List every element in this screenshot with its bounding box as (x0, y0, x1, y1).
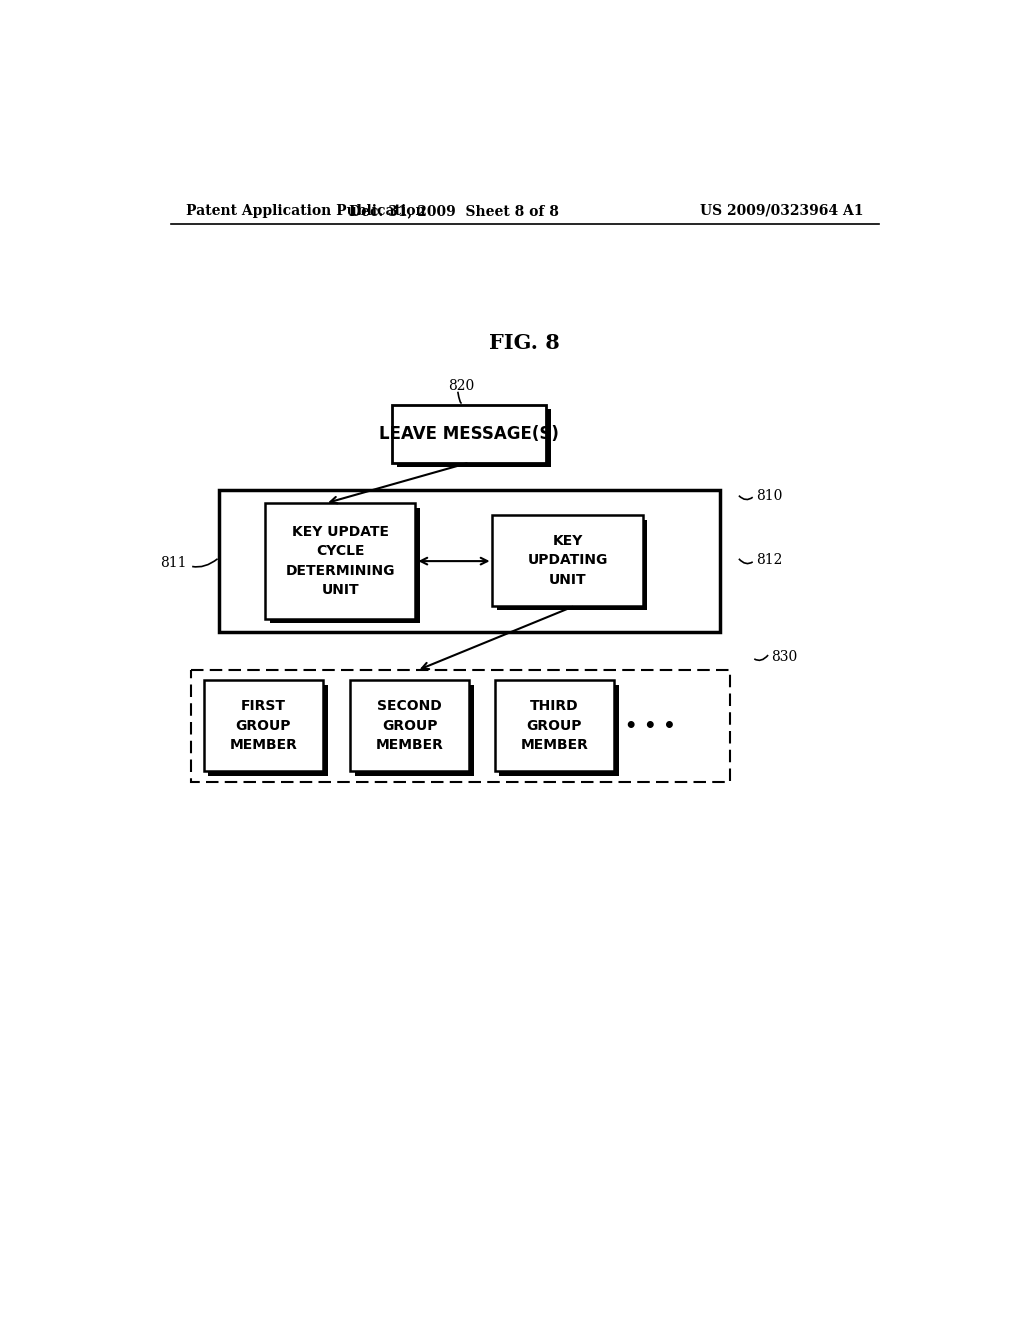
Bar (392, 405, 547, 462)
Text: Dec. 31, 2009  Sheet 8 of 8: Dec. 31, 2009 Sheet 8 of 8 (349, 203, 559, 218)
Text: SECOND
GROUP
MEMBER: SECOND GROUP MEMBER (376, 700, 443, 752)
Text: 830: 830 (771, 649, 798, 664)
Text: 820: 820 (449, 379, 475, 392)
Text: 810: 810 (756, 488, 782, 503)
Bar (397, 409, 551, 467)
Bar (270, 508, 420, 623)
Text: KEY
UPDATING
UNIT: KEY UPDATING UNIT (527, 533, 607, 587)
Text: • • •: • • • (625, 717, 676, 735)
Bar (493, 515, 643, 606)
Text: FIG. 8: FIG. 8 (489, 333, 560, 354)
Bar (190, 671, 730, 781)
Text: FIRST
GROUP
MEMBER: FIRST GROUP MEMBER (229, 700, 297, 752)
Text: 812: 812 (756, 553, 782, 568)
Bar (350, 681, 469, 771)
Text: THIRD
GROUP
MEMBER: THIRD GROUP MEMBER (520, 700, 589, 752)
Bar (500, 685, 618, 776)
Bar (495, 681, 614, 771)
Bar (497, 520, 647, 610)
Text: US 2009/0323964 A1: US 2009/0323964 A1 (700, 203, 863, 218)
Text: Patent Application Publication: Patent Application Publication (186, 203, 426, 218)
Bar (265, 503, 416, 619)
Text: 811: 811 (161, 556, 186, 570)
Bar (208, 685, 328, 776)
Text: LEAVE MESSAGE(S): LEAVE MESSAGE(S) (380, 425, 559, 442)
Text: KEY UPDATE
CYCLE
DETERMINING
UNIT: KEY UPDATE CYCLE DETERMINING UNIT (286, 525, 395, 598)
Bar (204, 681, 323, 771)
Bar (354, 685, 474, 776)
Bar (219, 490, 720, 632)
